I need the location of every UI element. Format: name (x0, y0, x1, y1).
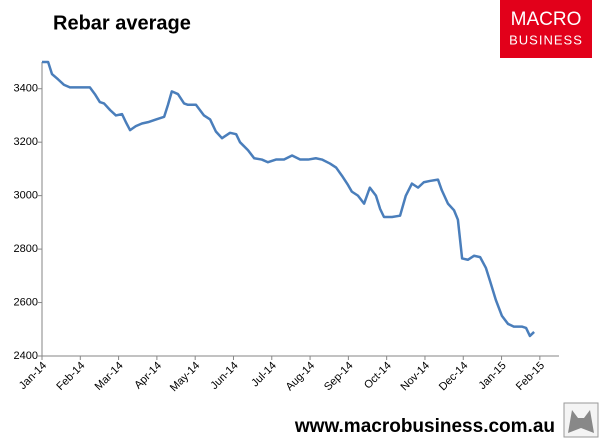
y-tick-label: 2400 (14, 350, 38, 362)
x-tick-label: Nov-14 (399, 360, 433, 394)
x-tick-label: Jan-15 (476, 360, 508, 392)
x-tick-label: Mar-14 (93, 360, 126, 393)
logo-text: BUSINESS (509, 32, 583, 47)
x-tick-label: Sep-14 (322, 360, 356, 394)
wolf-icon (563, 402, 599, 438)
x-tick-label: Apr-14 (132, 360, 164, 392)
chart-title: Rebar average (53, 12, 191, 34)
x-tick-label: Jul-14 (249, 360, 279, 390)
x-tick-label: Oct-14 (362, 360, 394, 392)
logo-text: MACRO (511, 9, 582, 30)
x-tick-label: Jan-14 (17, 360, 49, 392)
y-tick-label: 3200 (14, 136, 38, 148)
logo-box (500, 0, 592, 58)
y-tick-label: 2800 (14, 243, 38, 255)
y-tick-label: 3400 (14, 83, 38, 95)
x-tick-label: May-14 (168, 360, 202, 394)
x-tick-label: Jun-14 (208, 360, 240, 392)
footer-url: www.macrobusiness.com.au (294, 416, 555, 437)
y-tick-label: 3000 (14, 190, 38, 202)
x-tick-label: Dec-14 (437, 360, 471, 394)
data-line (42, 60, 535, 338)
x-tick-label: Aug-14 (284, 360, 318, 394)
x-tick-label: Feb-15 (514, 360, 547, 393)
y-tick-label: 2600 (14, 296, 38, 308)
x-tick-label: Feb-14 (54, 360, 87, 393)
